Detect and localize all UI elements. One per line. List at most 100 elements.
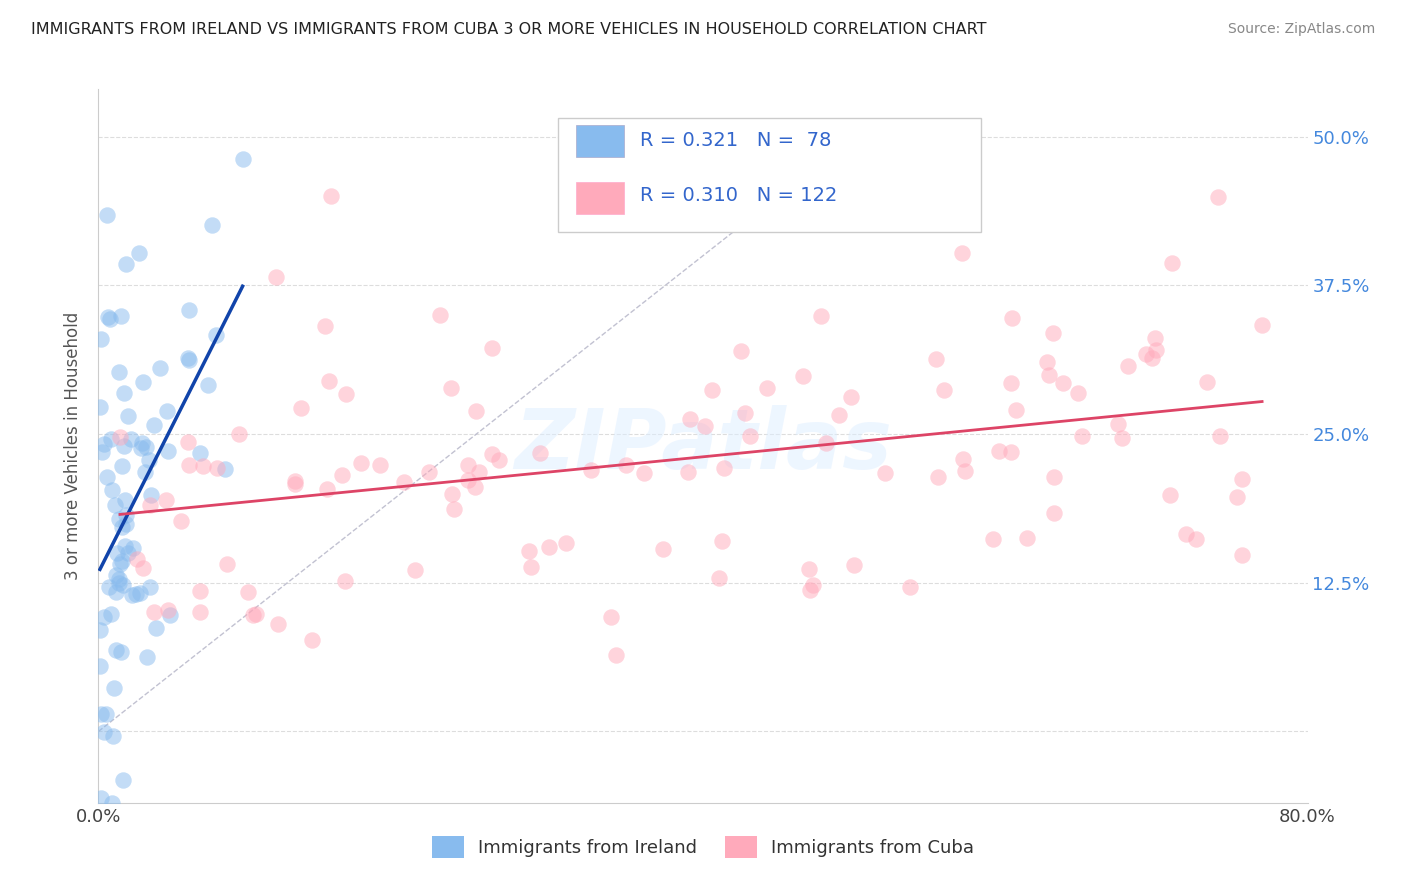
Point <box>94 707 117 722</box>
Point <box>925 351 948 366</box>
Point <box>828 409 851 423</box>
Text: ZIPatlas: ZIPatlas <box>515 406 891 486</box>
Point <box>1232 472 1254 486</box>
Point <box>238 584 260 599</box>
Point <box>117 545 139 559</box>
Point <box>91 445 114 459</box>
Point <box>579 463 602 477</box>
Point <box>810 310 832 324</box>
Point <box>170 514 193 528</box>
Point <box>214 461 236 475</box>
Point <box>652 542 675 557</box>
Point <box>188 446 211 460</box>
Point <box>177 351 200 366</box>
Point <box>108 576 131 591</box>
Point <box>205 461 228 475</box>
Point <box>814 436 837 450</box>
Point <box>197 378 219 392</box>
Point <box>350 456 373 470</box>
Point <box>1036 355 1059 369</box>
Point <box>316 482 339 496</box>
Point <box>529 445 551 459</box>
Point <box>554 536 576 550</box>
Point <box>713 460 735 475</box>
Point <box>142 417 165 432</box>
Point <box>987 444 1010 458</box>
Point <box>955 464 977 478</box>
Point <box>232 153 254 167</box>
Point <box>111 553 134 567</box>
Point <box>605 648 627 663</box>
Point <box>1144 343 1167 357</box>
Point <box>1116 359 1139 374</box>
Point <box>266 617 288 632</box>
Point <box>488 452 510 467</box>
Point <box>330 468 353 483</box>
Point <box>319 189 342 203</box>
Point <box>792 369 814 384</box>
FancyBboxPatch shape <box>576 182 624 214</box>
Point <box>115 257 138 271</box>
Point <box>284 474 307 488</box>
Point <box>114 493 136 508</box>
Point <box>676 465 699 479</box>
Legend: Immigrants from Ireland, Immigrants from Cuba: Immigrants from Ireland, Immigrants from… <box>425 829 981 865</box>
Point <box>93 609 115 624</box>
Point <box>1042 326 1064 340</box>
Point <box>799 562 821 576</box>
Point <box>125 587 148 601</box>
FancyBboxPatch shape <box>558 118 981 232</box>
Point <box>290 401 312 415</box>
Point <box>139 498 162 512</box>
Point <box>93 437 115 451</box>
Point <box>138 452 160 467</box>
Point <box>142 605 165 619</box>
Text: R = 0.321   N =  78: R = 0.321 N = 78 <box>640 130 831 150</box>
Point <box>96 207 118 221</box>
Point <box>1001 310 1024 325</box>
Point <box>90 791 112 805</box>
Point <box>1043 470 1066 484</box>
Point <box>457 458 479 472</box>
Point <box>201 219 224 233</box>
Point <box>1038 368 1060 383</box>
Point <box>217 558 239 572</box>
Point <box>844 189 866 203</box>
Point <box>898 580 921 594</box>
Point <box>179 458 201 472</box>
Point <box>927 469 949 483</box>
Point <box>700 384 723 398</box>
Point <box>1230 549 1253 563</box>
Point <box>1159 488 1181 502</box>
Point <box>633 466 655 480</box>
Point <box>115 508 138 523</box>
Point <box>1251 318 1274 333</box>
Point <box>1052 376 1074 391</box>
Point <box>1017 531 1039 545</box>
FancyBboxPatch shape <box>576 125 624 157</box>
Point <box>128 246 150 260</box>
Point <box>1226 490 1249 504</box>
Point <box>1160 256 1182 270</box>
Point <box>156 603 179 617</box>
Point <box>245 607 267 622</box>
Point <box>1004 403 1026 417</box>
Point <box>89 659 111 673</box>
Point <box>1175 527 1198 541</box>
Point <box>129 586 152 600</box>
Point <box>1142 351 1164 366</box>
Y-axis label: 3 or more Vehicles in Household: 3 or more Vehicles in Household <box>65 312 83 580</box>
Point <box>1000 444 1022 458</box>
Point <box>801 578 824 592</box>
Point <box>734 406 756 420</box>
Point <box>90 707 112 722</box>
Point <box>481 447 503 461</box>
Point <box>97 310 120 325</box>
Point <box>100 607 122 621</box>
Point <box>177 352 200 367</box>
Point <box>107 572 129 586</box>
Point <box>707 571 730 585</box>
Point <box>93 724 115 739</box>
Point <box>132 561 155 575</box>
Point <box>228 426 250 441</box>
